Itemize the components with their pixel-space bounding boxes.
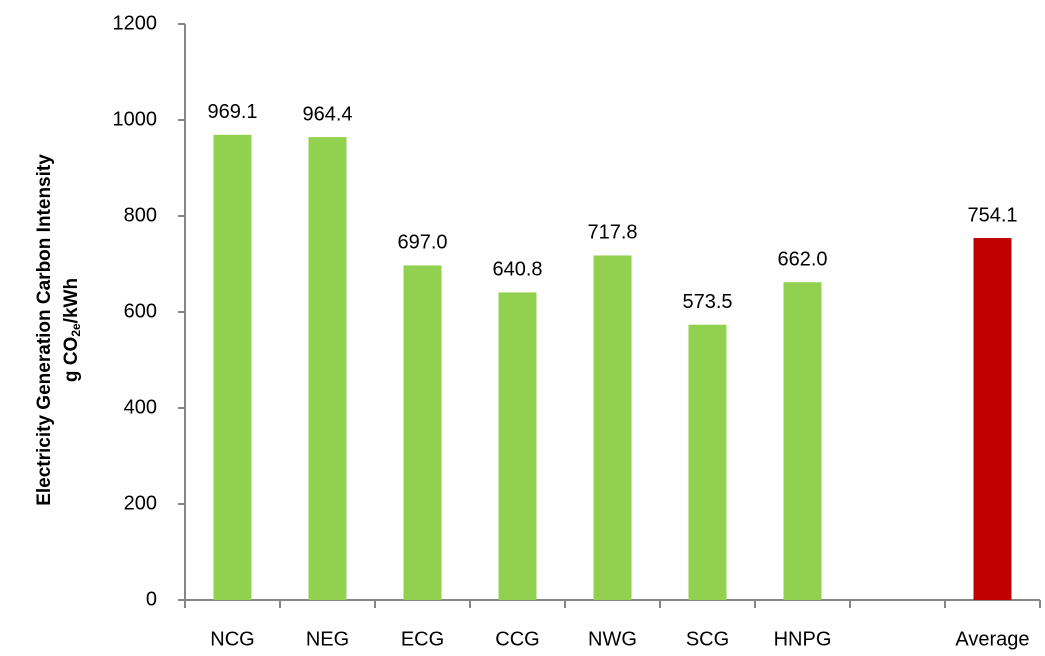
y-tick-label: 400 xyxy=(124,396,157,418)
y-tick-label: 200 xyxy=(124,492,157,514)
bar xyxy=(593,255,632,600)
value-label: 717.8 xyxy=(587,222,637,244)
value-label: 640.8 xyxy=(492,259,542,281)
value-label: 573.5 xyxy=(682,291,732,313)
y-tick-label: 0 xyxy=(146,588,157,610)
y-tick-label: 1000 xyxy=(113,108,158,130)
value-label: 754.1 xyxy=(967,204,1017,226)
x-tick-label: HNPG xyxy=(774,628,832,650)
bar xyxy=(783,282,822,600)
bar xyxy=(688,324,727,600)
y-tick-label: 600 xyxy=(124,300,157,322)
value-label: 697.0 xyxy=(397,232,447,254)
y-tick-label: 800 xyxy=(124,204,157,226)
x-tick-label: NEG xyxy=(306,628,349,650)
value-label: 969.1 xyxy=(207,101,257,123)
unit-subscript: 2e xyxy=(69,323,83,337)
x-tick-label: ECG xyxy=(401,628,444,650)
unit-prefix: g CO xyxy=(61,337,82,382)
bar xyxy=(308,137,347,600)
x-tick-label: NWG xyxy=(588,628,637,650)
x-tick-label: Average xyxy=(955,628,1029,650)
y-tick-label: 1200 xyxy=(113,12,158,34)
bar xyxy=(973,238,1012,601)
bar xyxy=(213,134,252,600)
bar xyxy=(403,265,442,600)
value-label: 964.4 xyxy=(302,103,352,125)
value-label: 662.0 xyxy=(777,249,827,271)
y-axis-unit: g CO2e/kWh xyxy=(61,278,83,382)
x-tick-label: SCG xyxy=(686,628,729,650)
unit-suffix: /kWh xyxy=(61,278,82,323)
bar xyxy=(498,292,537,600)
x-tick-label: CCG xyxy=(495,628,539,650)
x-tick-label: NCG xyxy=(210,628,254,650)
y-axis-label: Electricity Generation Carbon Intensity xyxy=(34,154,55,506)
